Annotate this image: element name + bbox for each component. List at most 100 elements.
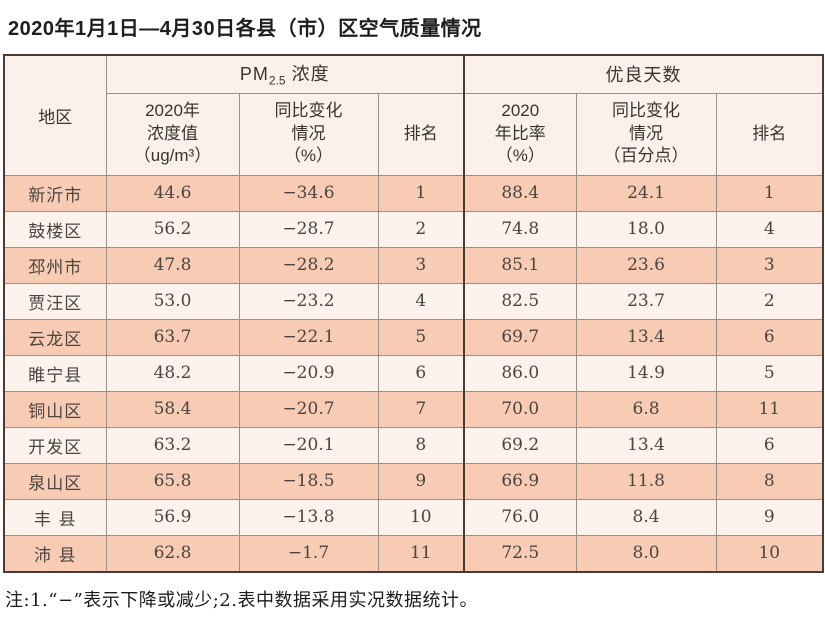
table-row: 铜山区 58.4 −20.7 7 70.0 6.8 11: [3, 390, 824, 428]
region-cell: 贾汪区: [3, 282, 107, 320]
pm-value-cell: 47.8: [105, 246, 240, 284]
subheader-pm-value: 2020年 浓度值 （ug/m³）: [105, 92, 240, 176]
region-cell: 沛 县: [3, 534, 107, 572]
pm-value-cell: 56.2: [105, 210, 240, 248]
pm-change-cell: −28.2: [238, 246, 379, 284]
pm-change-cell: −20.1: [238, 426, 379, 464]
region-cell: 丰 县: [3, 498, 107, 536]
good-change-cell: 13.4: [575, 426, 717, 464]
good-change-cell: 13.4: [575, 318, 717, 356]
pm-rank-cell: 3: [377, 246, 466, 284]
region-cell: 开发区: [3, 426, 107, 464]
page-title: 2020年1月1日—4月30日各县（市）区空气质量情况: [8, 18, 482, 40]
pm-subscript: 2.5: [268, 74, 286, 89]
pm-value-cell: 63.2: [105, 426, 240, 464]
pm-rank-cell: 8: [377, 426, 466, 464]
good-change-cell: 6.8: [575, 390, 717, 428]
good-ratio-cell: 88.4: [463, 174, 577, 212]
subheader-pm-rank: 排名: [377, 92, 466, 176]
good-rank-cell: 3: [715, 246, 824, 284]
good-rank-cell: 8: [715, 462, 824, 500]
table-row: 云龙区 63.7 −22.1 5 69.7 13.4 6: [3, 318, 824, 356]
good-change-cell: 14.9: [575, 354, 717, 392]
pm-label: PM: [239, 64, 269, 85]
good-rank-cell: 5: [715, 354, 824, 392]
pm-value-cell: 44.6: [105, 174, 240, 212]
good-change-cell: 23.7: [575, 282, 717, 320]
pm-change-cell: −1.7: [238, 534, 379, 572]
good-rank-cell: 9: [715, 498, 824, 536]
good-ratio-cell: 70.0: [463, 390, 577, 428]
pm-rank-cell: 10: [377, 498, 466, 536]
region-cell: 铜山区: [3, 390, 107, 428]
table-body: 新沂市 44.6 −34.6 1 88.4 24.1 1 鼓楼区 56.2 −2…: [3, 174, 824, 572]
subheader-pm-change: 同比变化 情况 （%）: [238, 92, 379, 176]
good-ratio-cell: 69.7: [463, 318, 577, 356]
pm-rank-cell: 5: [377, 318, 466, 356]
good-rank-cell: 1: [715, 174, 824, 212]
pm-rank-cell: 11: [377, 534, 466, 572]
good-ratio-cell: 82.5: [463, 282, 577, 320]
pm-change-cell: −28.7: [238, 210, 379, 248]
good-change-cell: 18.0: [575, 210, 717, 248]
table-row: 睢宁县 48.2 −20.9 6 86.0 14.9 5: [3, 354, 824, 392]
table-row: 贾汪区 53.0 −23.2 4 82.5 23.7 2: [3, 282, 824, 320]
group-header-good-days: 优良天数: [463, 54, 824, 94]
table-row: 邳州市 47.8 −28.2 3 85.1 23.6 3: [3, 246, 824, 284]
good-rank-cell: 2: [715, 282, 824, 320]
group-header-pm25: PM2.5 浓度: [105, 54, 466, 94]
group-header-row: 地区 PM2.5 浓度 优良天数: [3, 54, 824, 176]
good-change-cell: 8.0: [575, 534, 717, 572]
good-ratio-cell: 66.9: [463, 462, 577, 500]
good-rank-cell: 6: [715, 426, 824, 464]
pm-rank-cell: 7: [377, 390, 466, 428]
region-cell: 新沂市: [3, 174, 107, 212]
pm-change-cell: −18.5: [238, 462, 379, 500]
region-cell: 云龙区: [3, 318, 107, 356]
air-quality-table: 地区 PM2.5 浓度 优良天数 2020年 浓度值 （ug/m³） 同比变化 …: [3, 54, 825, 573]
good-change-cell: 11.8: [575, 462, 717, 500]
pm-value-cell: 63.7: [105, 318, 240, 356]
pm-change-cell: −13.8: [238, 498, 379, 536]
pm-rank-cell: 4: [377, 282, 466, 320]
pm-value-cell: 65.8: [105, 462, 240, 500]
good-ratio-cell: 74.8: [463, 210, 577, 248]
pm-change-cell: −34.6: [238, 174, 379, 212]
subheader-good-change: 同比变化 情况 （百分点）: [575, 92, 717, 176]
pm-rank-cell: 9: [377, 462, 466, 500]
good-ratio-cell: 85.1: [463, 246, 577, 284]
good-rank-cell: 10: [715, 534, 824, 572]
table-header: 地区 PM2.5 浓度 优良天数 2020年 浓度值 （ug/m³） 同比变化 …: [3, 54, 824, 176]
pm-rank-cell: 1: [377, 174, 466, 212]
good-change-cell: 23.6: [575, 246, 717, 284]
region-cell: 泉山区: [3, 462, 107, 500]
pm-value-cell: 58.4: [105, 390, 240, 428]
good-ratio-cell: 76.0: [463, 498, 577, 536]
good-rank-cell: 11: [715, 390, 824, 428]
pm-label-suffix: 浓度: [285, 64, 330, 85]
sub-header-row: 2020年 浓度值 （ug/m³） 同比变化 情况 （%） 排名 2020 年比…: [4, 92, 824, 176]
pm-rank-cell: 2: [377, 210, 466, 248]
pm-value-cell: 48.2: [105, 354, 240, 392]
table-row: 泉山区 65.8 −18.5 9 66.9 11.8 8: [3, 462, 824, 500]
pm-change-cell: −23.2: [238, 282, 379, 320]
pm-rank-cell: 6: [377, 354, 466, 392]
pm-change-cell: −20.7: [238, 390, 379, 428]
corner-header-region: 地区: [3, 54, 107, 176]
pm-change-cell: −22.1: [238, 318, 379, 356]
table-row: 开发区 63.2 −20.1 8 69.2 13.4 6: [3, 426, 824, 464]
footnote: 注:1.“−”表示下降或减少;2.表中数据采用实况数据统计。: [5, 589, 478, 611]
pm-value-cell: 53.0: [105, 282, 240, 320]
pm-change-cell: −20.9: [238, 354, 379, 392]
table-row: 鼓楼区 56.2 −28.7 2 74.8 18.0 4: [3, 210, 824, 248]
good-rank-cell: 4: [715, 210, 824, 248]
table-row: 沛 县 62.8 −1.7 11 72.5 8.0 10: [3, 534, 824, 572]
pm-value-cell: 62.8: [105, 534, 240, 572]
good-change-cell: 24.1: [575, 174, 717, 212]
pm-value-cell: 56.9: [105, 498, 240, 536]
region-cell: 鼓楼区: [3, 210, 107, 248]
good-ratio-cell: 69.2: [463, 426, 577, 464]
good-change-cell: 8.4: [575, 498, 717, 536]
subheader-good-rank: 排名: [715, 92, 824, 176]
